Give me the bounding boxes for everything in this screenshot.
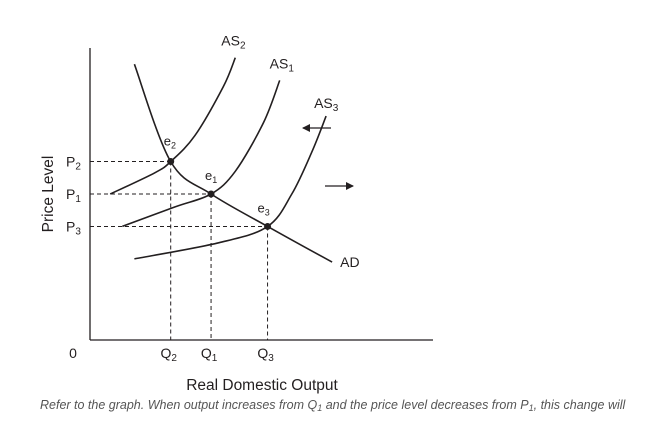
curve-ad — [133, 63, 333, 263]
x-tick-label-Q3: Q3 — [257, 345, 274, 364]
y-axis-title: Price Level — [40, 156, 57, 233]
caption-sub-1: 1 — [317, 403, 323, 413]
equilibrium-point-e1 — [207, 190, 215, 198]
caption-sub-2: 1 — [528, 403, 534, 413]
equilibrium-label-e3: e3 — [258, 200, 270, 217]
y-tick-label-P2: P2 — [66, 154, 81, 173]
curve-label-as1: AS1 — [270, 55, 295, 74]
curve-label-as3: AS3 — [314, 95, 339, 114]
question-caption: Refer to the graph. When output increase… — [40, 397, 650, 417]
caption-text-3: , this change will — [533, 398, 626, 412]
curve-label-ad: AD — [340, 254, 359, 270]
x-tick-label-Q2: Q2 — [160, 345, 177, 364]
curve-as1 — [122, 80, 281, 228]
equilibrium-point-e2 — [167, 158, 175, 166]
curve-label-as2: AS2 — [221, 33, 246, 52]
curve-as3 — [134, 115, 327, 260]
y-tick-label-P3: P3 — [66, 218, 81, 237]
equilibrium-label-e2: e2 — [164, 134, 176, 151]
x-axis-title: Real Domestic Output — [186, 377, 338, 394]
y-tick-label-P1: P1 — [66, 186, 81, 205]
x-tick-label-Q1: Q1 — [201, 345, 218, 364]
equilibrium-point-e3 — [264, 222, 272, 230]
aggregate-supply-demand-chart: e2 e1 e3 AD AS2 AS1 AS3 P2 P1 P3 Q2 Q1 Q3 0 Real Domes… — [40, 33, 433, 394]
caption-text-1: Refer to the graph. When output increase… — [40, 398, 318, 412]
equilibrium-label-e1: e1 — [205, 168, 217, 185]
origin-label: 0 — [69, 345, 77, 361]
caption-text-2: and the price level decreases from P — [322, 398, 529, 412]
curve-as2 — [109, 57, 237, 195]
